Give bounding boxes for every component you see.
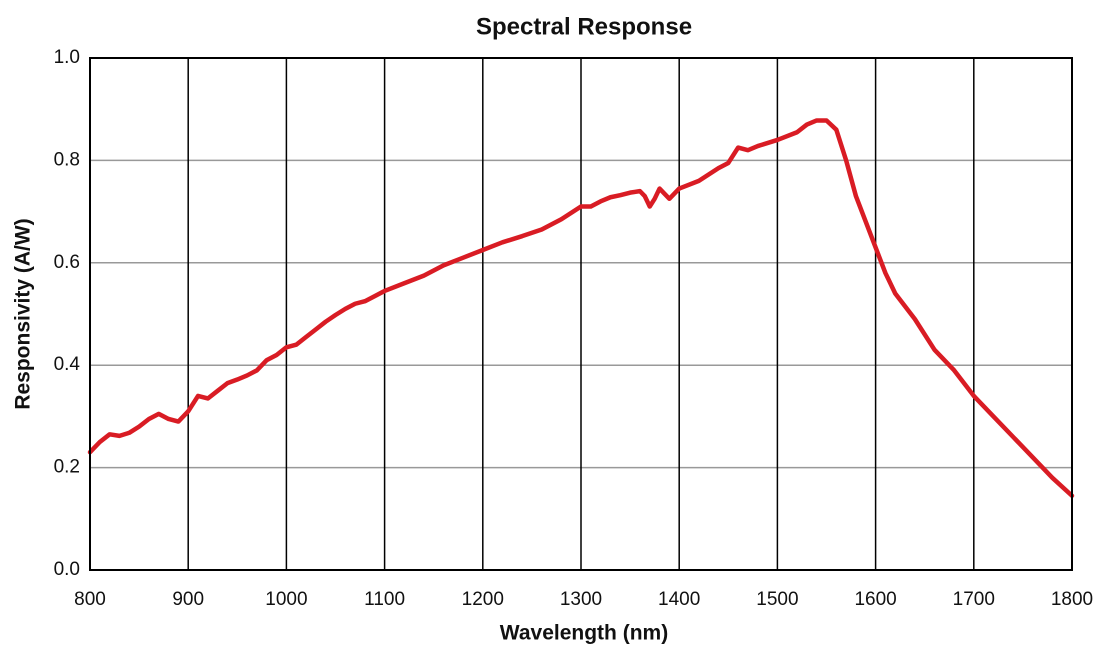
x-tick-label: 1500 [756, 589, 798, 610]
x-tick-label: 900 [172, 589, 204, 610]
y-tick-label: 0.4 [54, 354, 81, 375]
x-axis-title: Wavelength (nm) [500, 622, 668, 645]
y-axis-title: Responsivity (A/W) [12, 218, 35, 409]
y-tick-label: 0.8 [54, 149, 80, 170]
x-tick-label: 1100 [364, 589, 405, 610]
plot [87, 118, 1075, 499]
x-tick-label: 1200 [462, 589, 504, 610]
x-tick-label: 800 [74, 589, 106, 610]
data-line [87, 118, 1075, 499]
chart-title: Spectral Response [476, 13, 692, 40]
y-tick-label: 0.2 [54, 457, 80, 478]
y-tick-label: 0.0 [54, 559, 80, 580]
x-tick-label: 1000 [265, 589, 307, 610]
x-tick-label: 1300 [560, 589, 602, 610]
x-tick-label: 1400 [658, 589, 700, 610]
x-tick-label: 1600 [854, 589, 896, 610]
grid [89, 57, 1073, 571]
x-tick-label: 1700 [953, 589, 995, 610]
y-tick-label: 1.0 [54, 47, 80, 68]
x-tick-label: 1800 [1051, 589, 1093, 610]
y-tick-label: 0.6 [54, 252, 80, 273]
plot-frame [89, 57, 1073, 571]
